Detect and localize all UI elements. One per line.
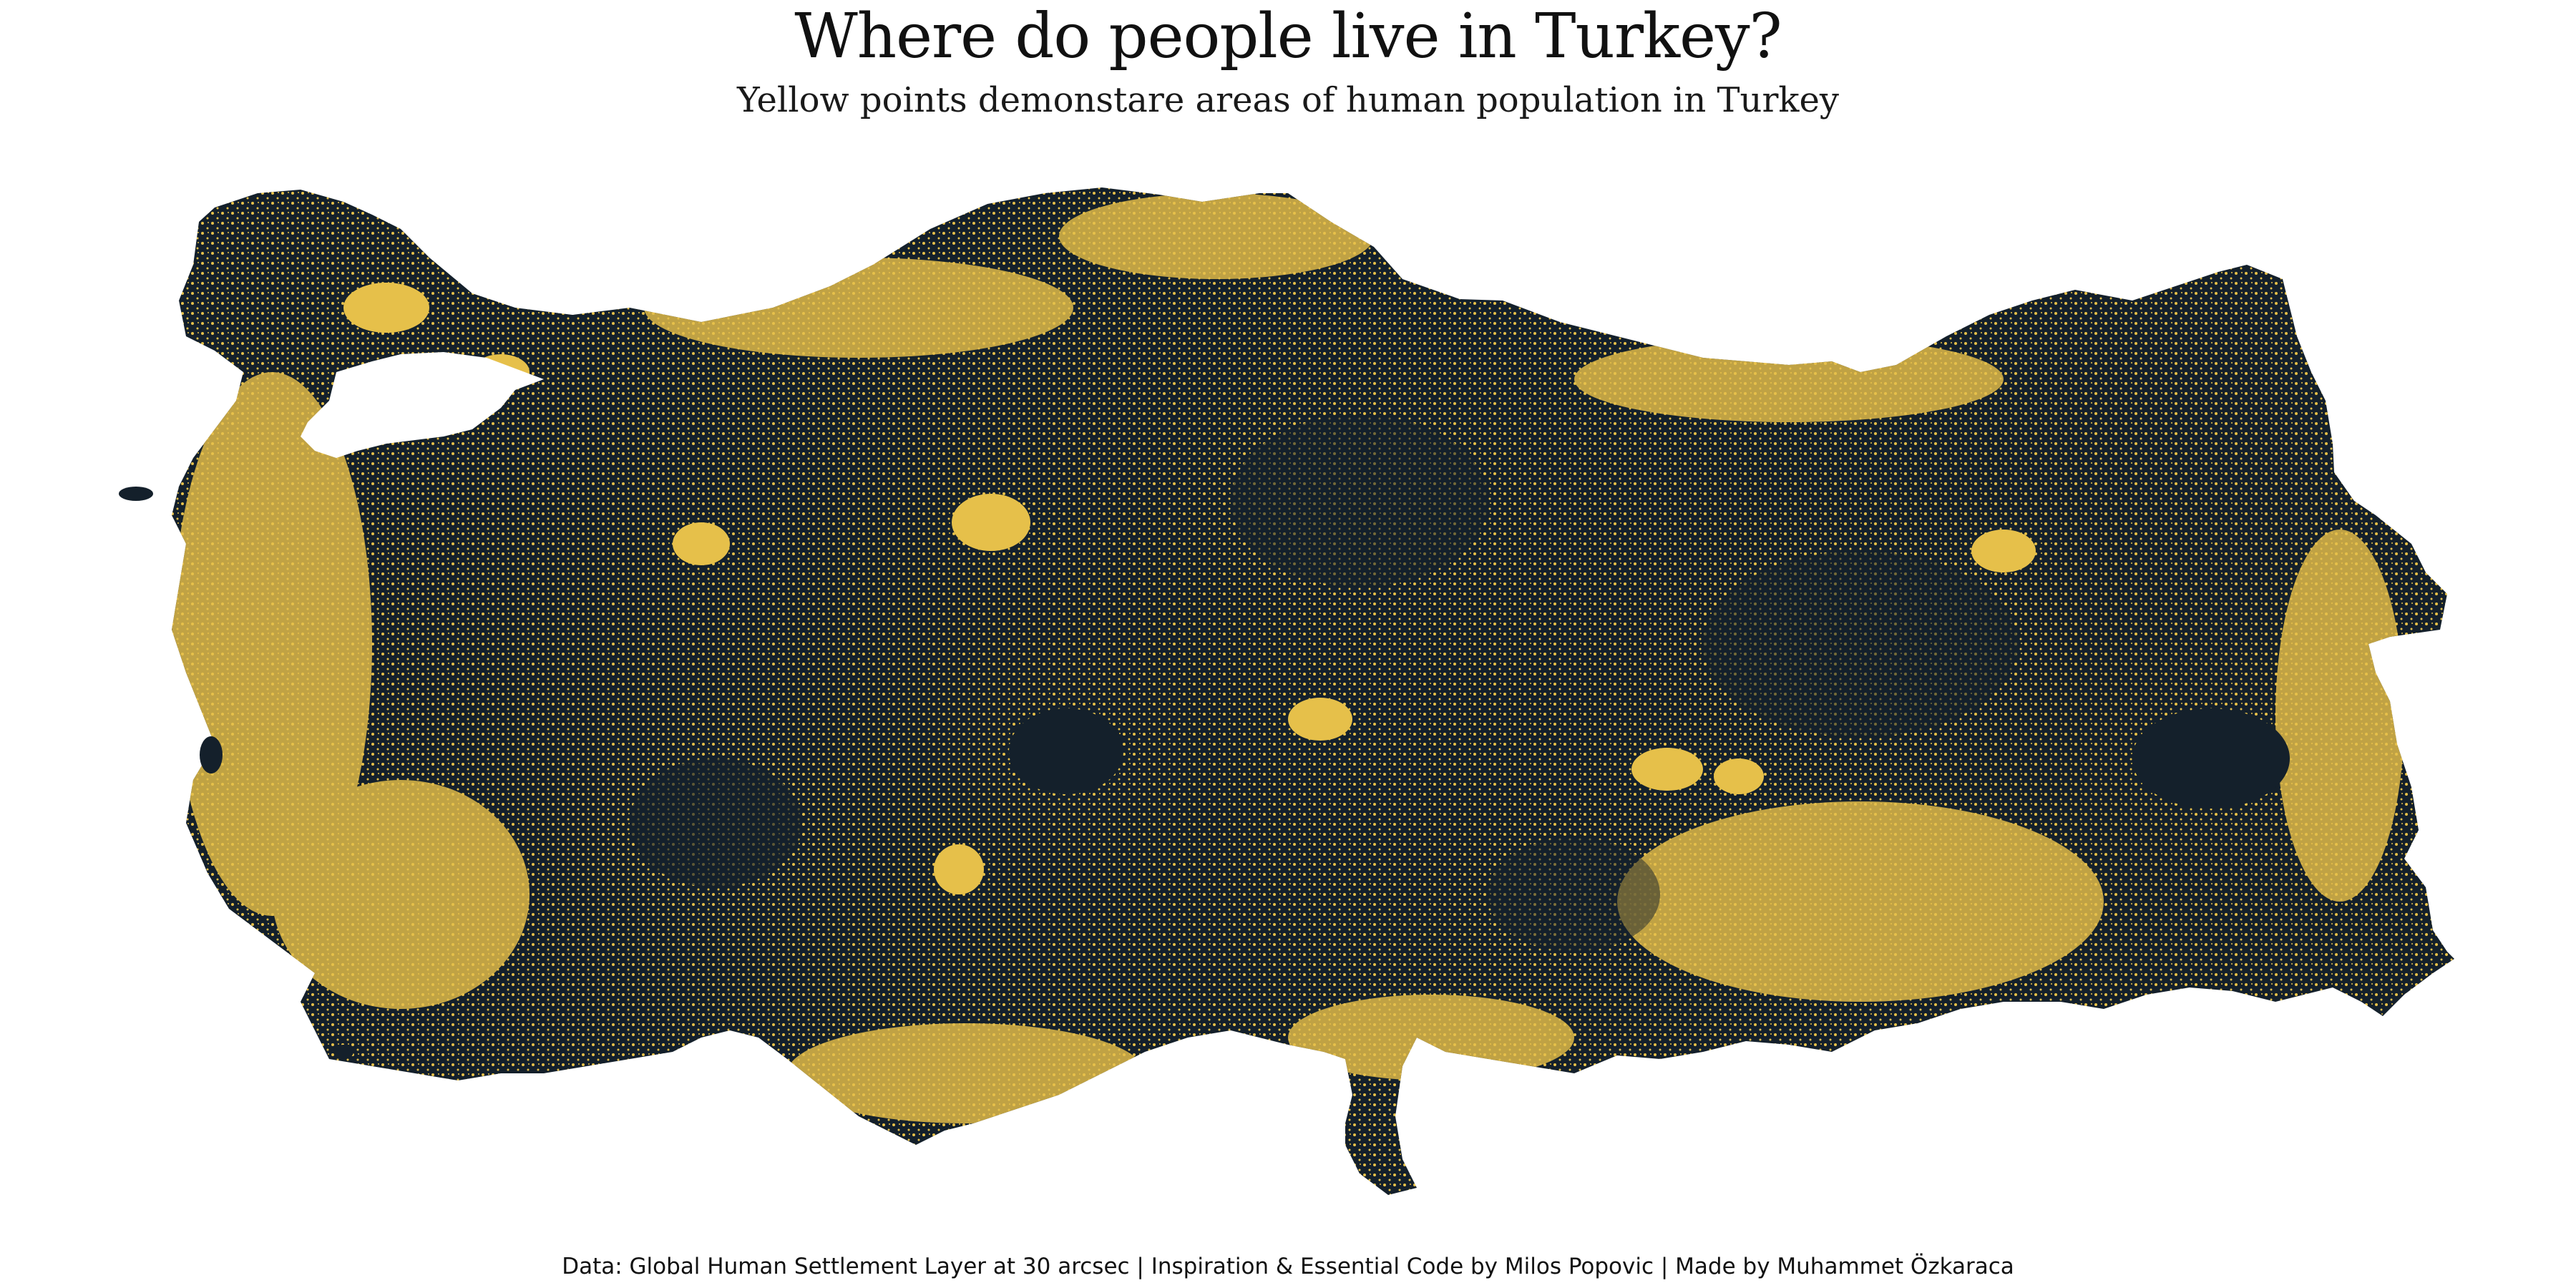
island: [333, 1045, 353, 1059]
data-source-caption: Data: Global Human Settlement Layer at 3…: [562, 1254, 2014, 1279]
sea-of-marmara: [301, 352, 544, 458]
island: [119, 487, 153, 501]
map-subtitle: Yellow points demonstare areas of human …: [736, 80, 1840, 120]
map-title: Where do people live in Turkey?: [794, 1, 1782, 72]
island: [200, 736, 223, 774]
